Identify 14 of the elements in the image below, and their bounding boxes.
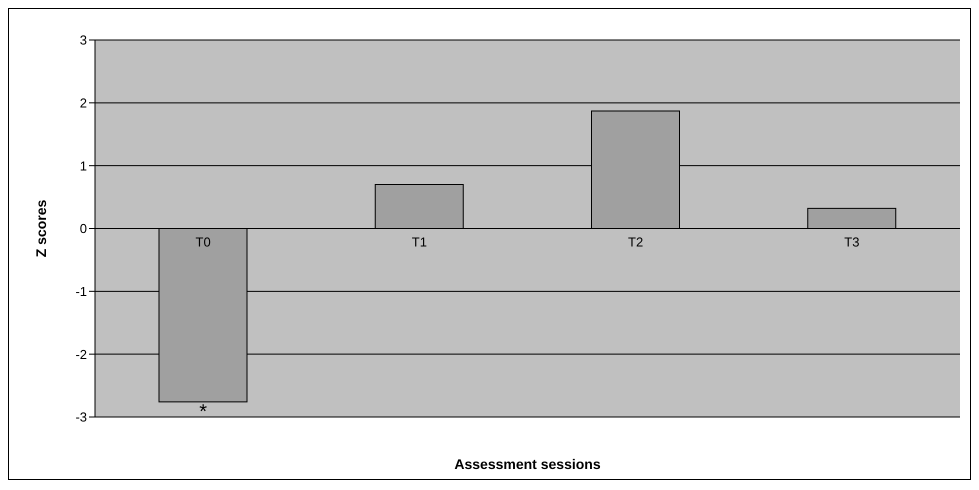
y-tick-label: 2 (80, 95, 87, 110)
annotation: * (199, 400, 208, 423)
y-tick-label: -3 (75, 410, 87, 425)
x-tick-label: T1 (412, 234, 427, 250)
x-tick-label: T0 (196, 234, 211, 250)
y-tick-label: -2 (75, 346, 87, 362)
x-axis-title: Assessment sessions (454, 456, 601, 472)
y-axis-title: Z scores (32, 199, 49, 258)
y-tick-label: -1 (75, 284, 87, 299)
y-tick-label: 3 (80, 32, 87, 48)
x-tick-label: T2 (628, 234, 644, 250)
y-tick-label: 0 (80, 221, 87, 236)
x-tick-label: T3 (844, 234, 860, 250)
y-tick-label: 1 (80, 158, 87, 174)
